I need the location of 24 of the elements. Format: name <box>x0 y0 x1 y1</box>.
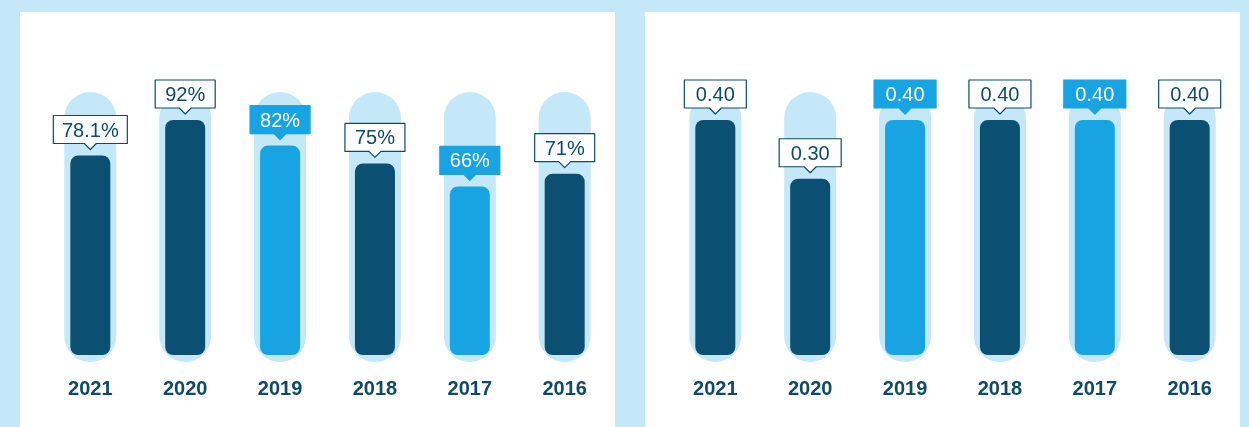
data-label: 78.1% <box>61 118 119 141</box>
x-tick-label: 2016 <box>1167 377 1212 399</box>
x-tick-label: 2020 <box>787 377 833 399</box>
x-tick-label: 2021 <box>68 377 113 399</box>
data-label: 0.40 <box>980 83 1020 105</box>
data-label: 0.40 <box>885 83 925 105</box>
x-tick-label: 2017 <box>447 377 493 399</box>
data-label: 0.40 <box>695 83 735 105</box>
x-tick-label: 2017 <box>1072 377 1118 399</box>
data-label: 92% <box>165 83 206 105</box>
x-tick-label: 2018 <box>352 377 398 399</box>
x-tick-label: 2018 <box>977 377 1023 399</box>
data-label: 82% <box>260 108 301 131</box>
data-label: 0.40 <box>1075 83 1115 105</box>
data-label: 0.40 <box>1170 83 1210 105</box>
data-label: 66% <box>449 149 491 172</box>
x-tick-label: 2020 <box>162 377 208 399</box>
data-label: 75% <box>354 126 396 149</box>
x-tick-label: 2021 <box>693 377 738 399</box>
x-tick-label: 2019 <box>257 377 303 399</box>
x-tick-label: 2016 <box>542 377 587 399</box>
data-label: 0.30 <box>790 141 830 164</box>
data-label: 71% <box>544 136 585 159</box>
x-tick-label: 2019 <box>882 377 928 399</box>
